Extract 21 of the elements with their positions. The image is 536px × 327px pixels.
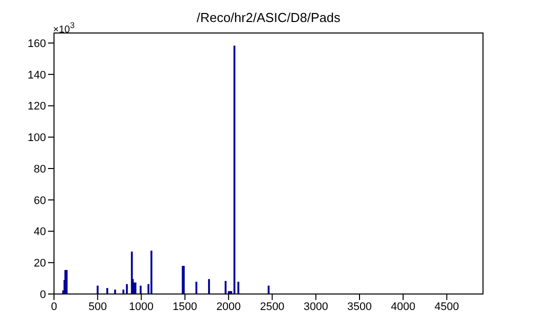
x-tick-label: 4500 bbox=[434, 300, 460, 313]
x-tick-label: 3500 bbox=[347, 300, 372, 313]
y-tick-label: 60 bbox=[34, 194, 46, 207]
annotation: ×10$^{3}$ bbox=[53, 20, 75, 36]
chart-title: /Reco/hr2/ASIC/D8/Pads bbox=[196, 10, 340, 25]
x-tick-label: 2000 bbox=[216, 300, 241, 313]
y-tick-label: 20 bbox=[34, 258, 46, 270]
x-tick-label: 1500 bbox=[172, 300, 198, 313]
y-tick-label: 100 bbox=[28, 132, 46, 144]
y-tick-label: 140 bbox=[28, 69, 46, 82]
y-tick-label: 80 bbox=[34, 163, 46, 176]
x-tick-label: 500 bbox=[88, 300, 107, 313]
x-tick-label: 2500 bbox=[260, 300, 284, 313]
x-tick-label: 4000 bbox=[390, 300, 416, 313]
y-tick-label: 0 bbox=[40, 288, 46, 301]
y-tick-label: 160 bbox=[28, 38, 46, 50]
x-tick-label: 3000 bbox=[304, 300, 328, 313]
y-tick-label: 40 bbox=[34, 226, 46, 238]
x-tick-label: 0 bbox=[50, 300, 58, 313]
x-tick-label: 1000 bbox=[129, 300, 154, 313]
y-tick-label: 120 bbox=[28, 100, 46, 113]
